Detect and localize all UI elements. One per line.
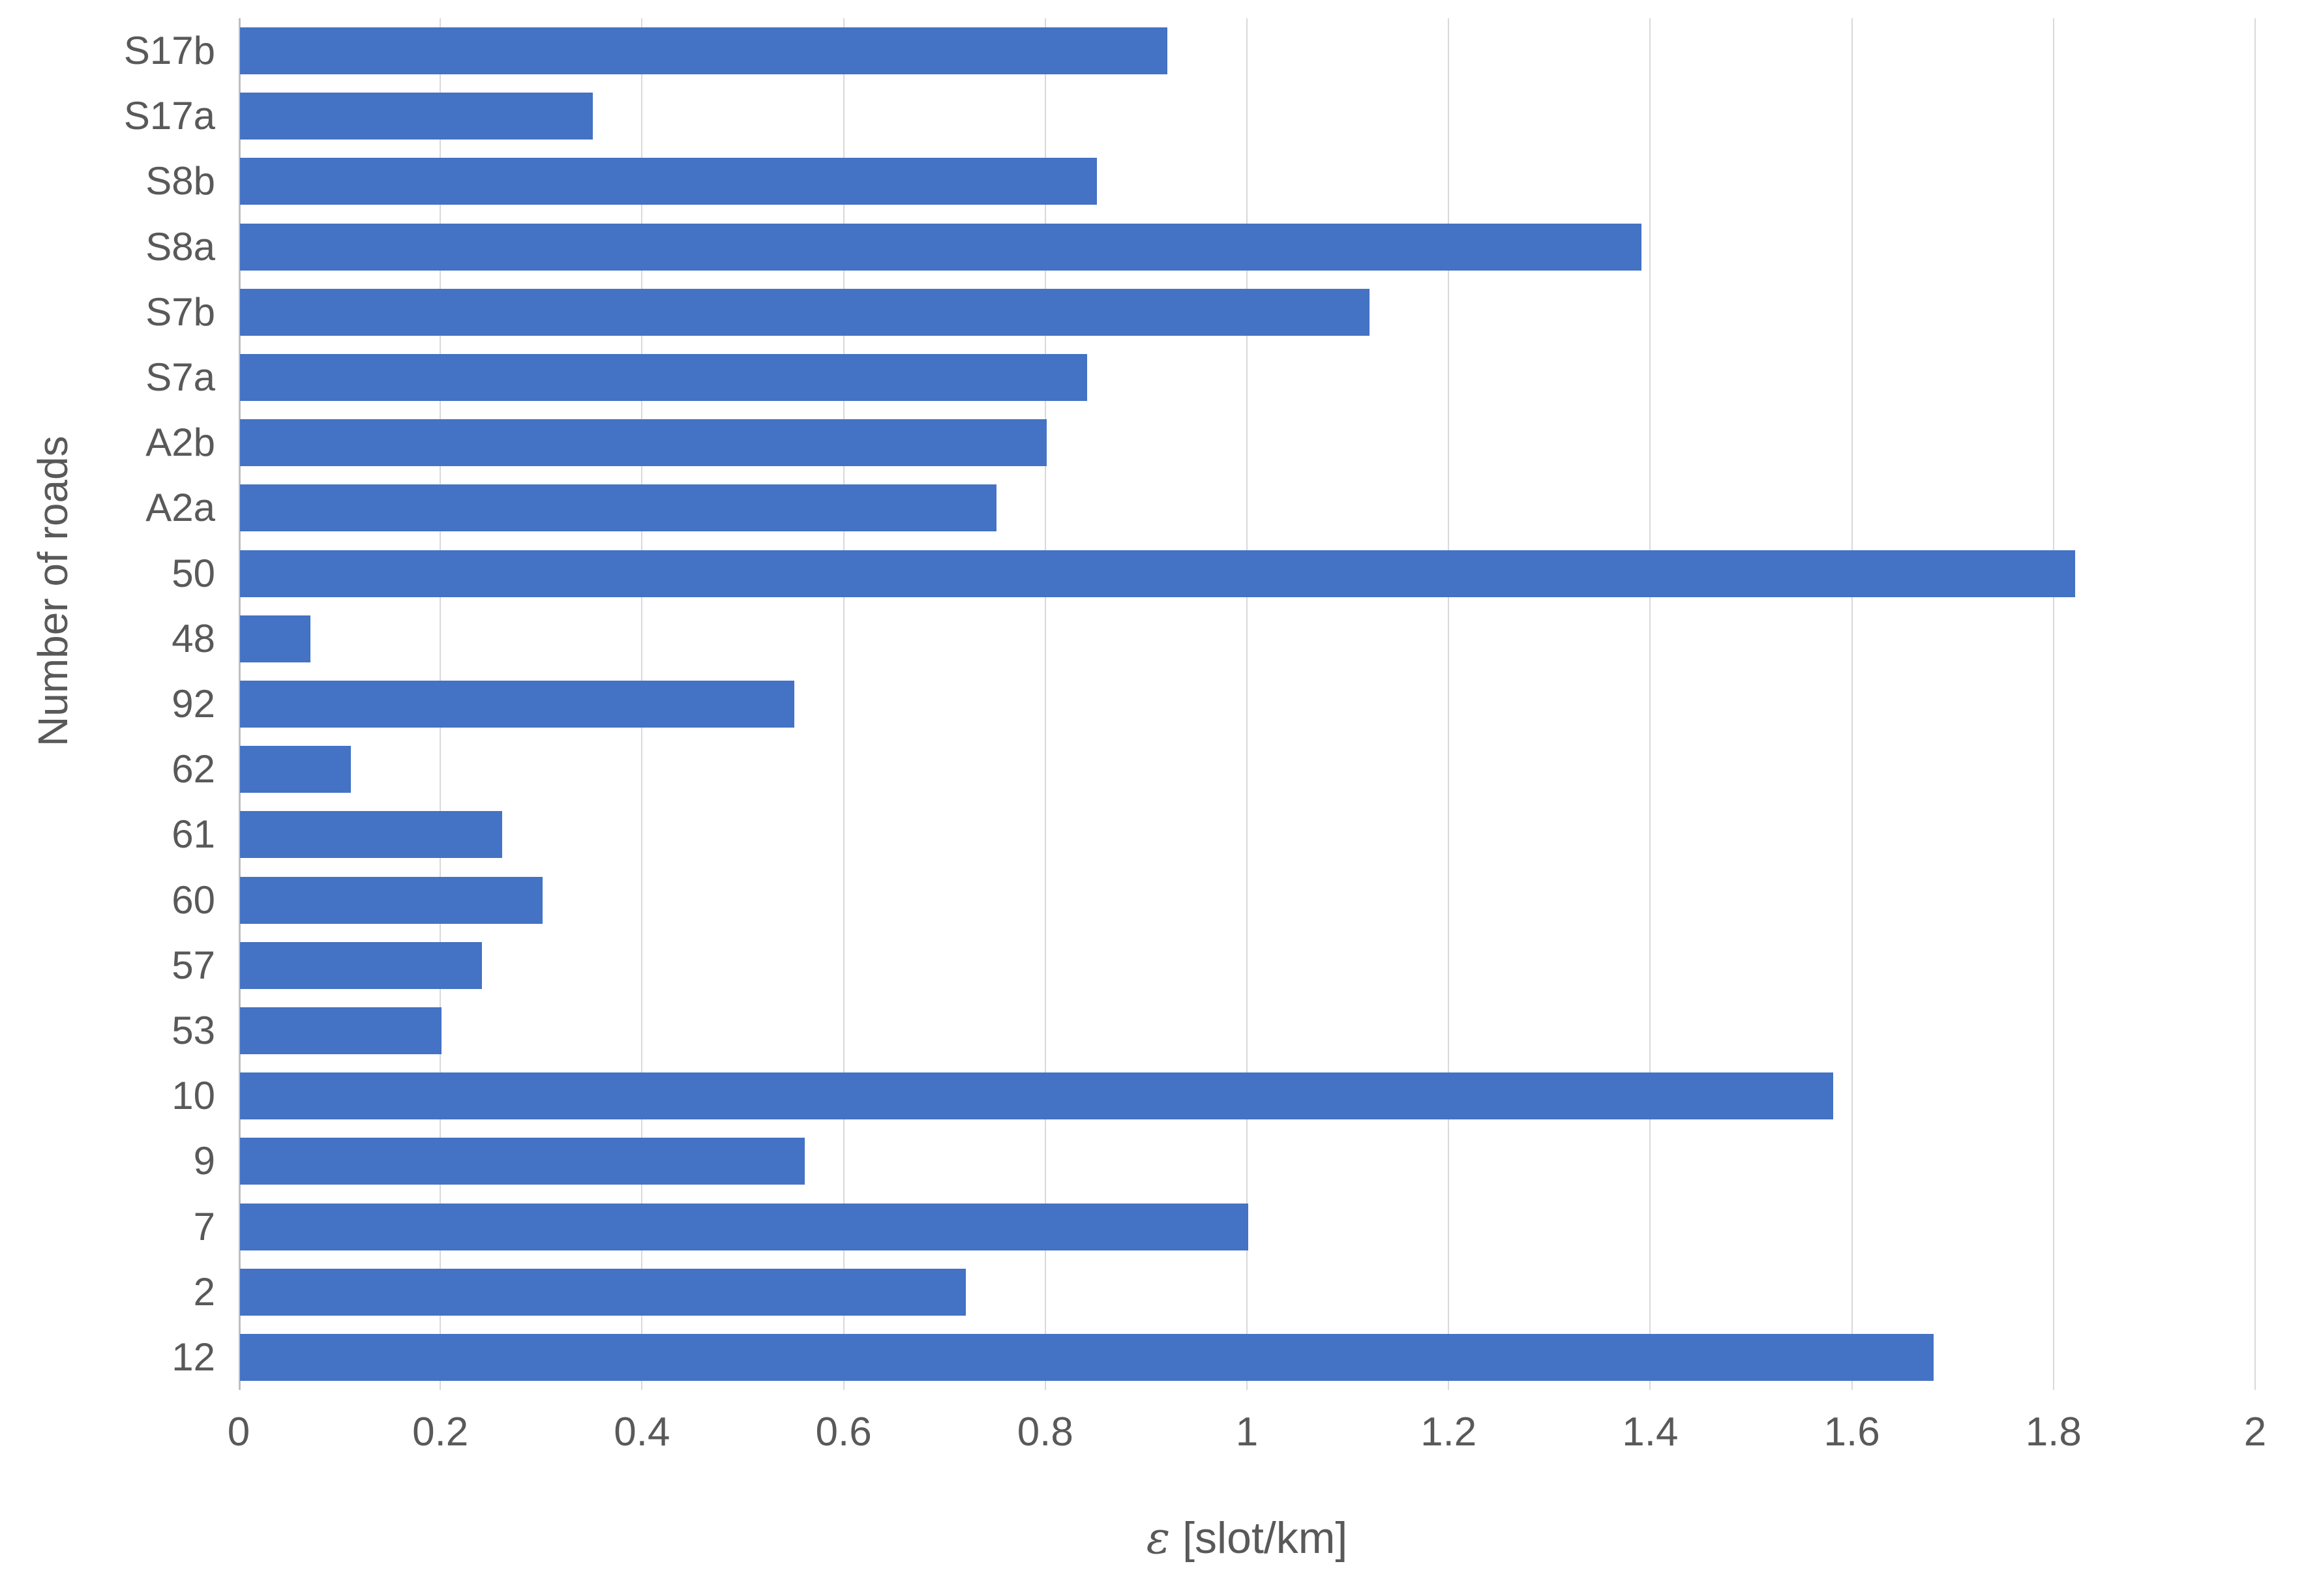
y-tick-label-S17b: S17b	[123, 29, 215, 73]
y-tick-label-57: 57	[172, 943, 215, 987]
gridline	[1649, 18, 1651, 1390]
bar-S8a	[240, 223, 1641, 271]
x-tick-label-1.8: 1.8	[2025, 1410, 2082, 1455]
y-tick-label-10: 10	[172, 1074, 215, 1118]
y-tick-label-A2b: A2b	[145, 421, 215, 465]
gridline	[2254, 18, 2256, 1390]
bar-12	[240, 1333, 1934, 1381]
x-tick-label-0.4: 0.4	[614, 1410, 670, 1455]
x-tick-label-1: 1	[1235, 1410, 1259, 1455]
y-tick-label-S17a: S17a	[123, 94, 215, 138]
x-axis-title-symbol: ε	[1146, 1513, 1171, 1564]
bar-48	[240, 615, 310, 662]
gridline	[1448, 18, 1450, 1390]
gridline	[2052, 18, 2054, 1390]
y-tick-label-62: 62	[172, 747, 215, 791]
y-tick-label-2: 2	[193, 1269, 215, 1314]
x-axis-title: ε [slot/km]	[1146, 1513, 1348, 1564]
x-tick-label-0.2: 0.2	[412, 1410, 469, 1455]
bar-A2b	[240, 419, 1047, 467]
y-tick-label-50: 50	[172, 551, 215, 595]
x-tick-label-1.2: 1.2	[1420, 1410, 1477, 1455]
y-tick-label-12: 12	[172, 1335, 215, 1379]
plot-area	[239, 18, 2256, 1390]
y-tick-label-S7b: S7b	[145, 289, 215, 334]
bar-50	[240, 550, 2075, 597]
bar-53	[240, 1007, 442, 1054]
bar-7	[240, 1203, 1248, 1250]
x-axis-title-unit: [slot/km]	[1170, 1513, 1348, 1563]
gridline	[1851, 18, 1853, 1390]
y-axis-line	[239, 18, 241, 1390]
y-tick-label-48: 48	[172, 616, 215, 660]
gridline	[1246, 18, 1248, 1390]
y-tick-label-92: 92	[172, 682, 215, 726]
bar-A2a	[240, 484, 996, 532]
bar-S8b	[240, 158, 1097, 205]
x-axis-tick-labels: 0 0.2 0.4 0.6 0.8 1 1.2 1.4 1.6 1.8 2	[0, 1412, 2306, 1464]
x-tick-label-0.6: 0.6	[815, 1410, 872, 1455]
bar-57	[240, 941, 482, 989]
bar-S7b	[240, 288, 1370, 336]
y-tick-label-S8b: S8b	[145, 159, 215, 203]
y-tick-label-7: 7	[193, 1204, 215, 1249]
bar-92	[240, 681, 794, 728]
bar-62	[240, 746, 351, 793]
x-tick-label-2: 2	[2243, 1410, 2267, 1455]
y-tick-label-S8a: S8a	[145, 224, 215, 269]
y-tick-label-53: 53	[172, 1008, 215, 1052]
bar-S7a	[240, 354, 1087, 402]
x-tick-label-0: 0	[227, 1410, 250, 1455]
bar-10	[240, 1072, 1833, 1120]
gridline	[843, 18, 845, 1390]
y-tick-label-S7a: S7a	[145, 355, 215, 400]
bar-61	[240, 811, 502, 859]
gridline	[1044, 18, 1046, 1390]
bar-2	[240, 1268, 966, 1316]
y-tick-label-61: 61	[172, 812, 215, 857]
y-tick-label-60: 60	[172, 878, 215, 922]
y-axis-category-labels: S17b S17a S8b S8a S7b S7a A2b A2a 50 48 92 62 61 60 57…	[0, 18, 224, 1390]
bar-9	[240, 1138, 805, 1185]
y-tick-label-9: 9	[193, 1139, 215, 1183]
bar-60	[240, 876, 543, 924]
x-tick-label-1.6: 1.6	[1823, 1410, 1880, 1455]
x-tick-label-1.4: 1.4	[1622, 1410, 1679, 1455]
x-tick-label-0.8: 0.8	[1017, 1410, 1073, 1455]
bar-S17a	[240, 93, 593, 140]
bar-S17b	[240, 27, 1167, 75]
y-tick-label-A2a: A2a	[145, 486, 215, 530]
